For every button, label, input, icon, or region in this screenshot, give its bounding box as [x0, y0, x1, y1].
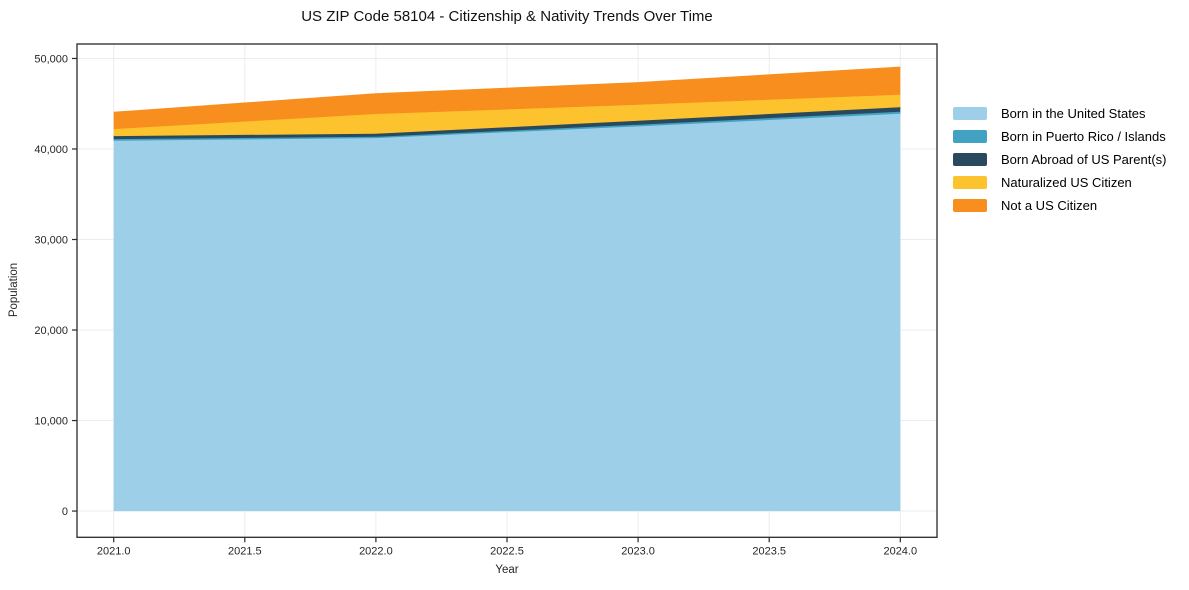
chart-title: US ZIP Code 58104 - Citizenship & Nativi… [301, 8, 713, 25]
area-series [113, 67, 901, 130]
legend-label: Born Abroad of US Parent(s) [1001, 152, 1167, 167]
legend-swatch [953, 176, 987, 189]
x-tick-label: 2021.5 [228, 545, 262, 557]
legend-item: Born in Puerto Rico / Islands [953, 129, 1166, 144]
legend: Born in the United States Born in Puerto … [953, 106, 1167, 213]
legend-label: Born in Puerto Rico / Islands [1001, 129, 1166, 144]
x-tick-label: 2022.0 [359, 545, 393, 557]
y-tick-label: 0 [62, 506, 68, 518]
legend-swatch [953, 199, 987, 212]
area-series-line [113, 66, 901, 114]
x-tick-label: 2023.0 [621, 545, 655, 557]
legend-item: Not a US Citizen [953, 198, 1166, 213]
x-tick-label: 2022.5 [490, 545, 524, 557]
y-tick-label: 20,000 [34, 325, 68, 337]
legend-item: Born in the United States [953, 106, 1166, 121]
legend-swatch [953, 130, 987, 143]
x-tick-label: 2021.0 [97, 545, 131, 557]
area-series [113, 94, 901, 137]
x-tick-label: 2023.5 [752, 545, 786, 557]
area-series [113, 113, 901, 512]
legend-swatch [953, 153, 987, 166]
legend-label: Born in the United States [1001, 106, 1146, 121]
y-tick-label: 30,000 [34, 235, 68, 247]
x-axis-label: Year [495, 564, 519, 576]
legend-swatch [953, 107, 987, 120]
y-tick-label: 10,000 [34, 416, 68, 428]
y-tick-label: 40,000 [34, 144, 68, 156]
x-tick-label: 2024.0 [883, 545, 917, 557]
legend-label: Not a US Citizen [1001, 198, 1098, 213]
legend-item: Born Abroad of US Parent(s) [953, 152, 1167, 167]
legend-item: Naturalized US Citizen [953, 175, 1166, 190]
y-tick-label: 50,000 [34, 53, 68, 65]
legend-label: Naturalized US Citizen [1001, 175, 1132, 190]
area-series-line [113, 93, 901, 131]
